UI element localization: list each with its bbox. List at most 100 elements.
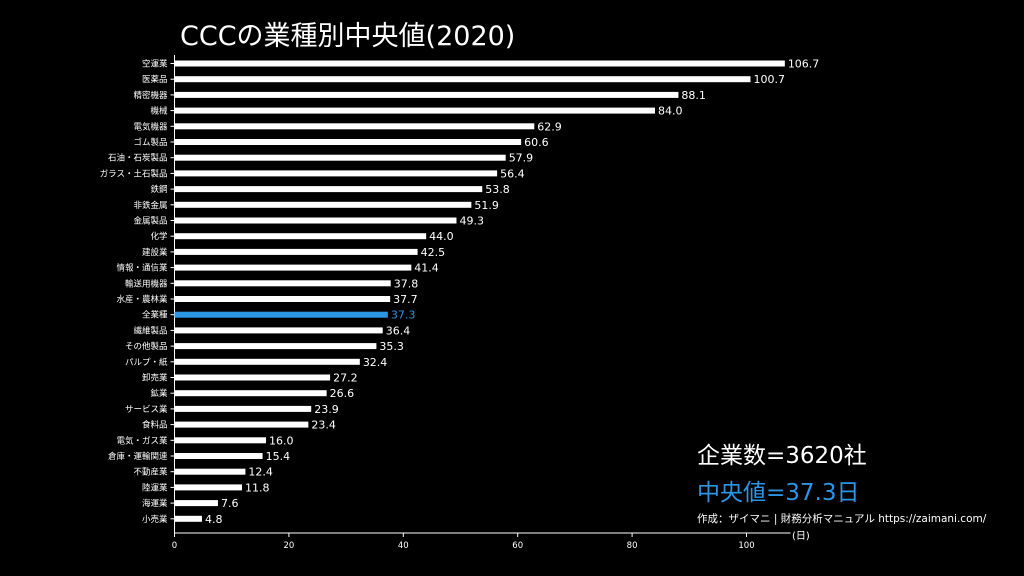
- category-label: 電気機器: [133, 121, 168, 132]
- value-label: 49.3: [459, 215, 484, 228]
- value-label: 27.2: [333, 372, 358, 385]
- value-label: 4.8: [205, 513, 223, 526]
- x-axis-label: (日): [792, 531, 810, 542]
- value-label: 11.8: [245, 481, 270, 494]
- bar: [174, 390, 327, 397]
- category-label: 倉庫・運輸関連: [108, 451, 168, 462]
- category-label: 化学: [150, 231, 168, 242]
- category-label: 情報・通信業: [116, 263, 168, 274]
- bar: [174, 107, 655, 114]
- value-label: 23.4: [311, 419, 336, 432]
- x-tick-label: 0: [172, 541, 177, 551]
- category-label: 卸売業: [142, 373, 168, 384]
- bar: [174, 296, 391, 302]
- bar: [174, 217, 457, 224]
- value-label: 60.6: [524, 136, 549, 149]
- bar: [174, 453, 263, 459]
- value-label: 62.9: [537, 120, 562, 133]
- category-label: 電気・ガス業: [116, 435, 168, 446]
- bar: [174, 201, 472, 208]
- bar: [174, 91, 679, 98]
- category-label: ガラス・土石製品: [100, 168, 168, 179]
- bar: [174, 60, 785, 67]
- value-label: 37.3: [391, 309, 416, 322]
- bar: [174, 515, 202, 522]
- value-label: 88.1: [681, 89, 706, 102]
- category-label: 水産・農林業: [116, 294, 168, 305]
- value-label: 37.8: [394, 277, 419, 290]
- category-label: 機械: [150, 106, 168, 117]
- category-label: 建設業: [142, 247, 168, 258]
- category-label: 小売業: [142, 514, 168, 525]
- category-label: 空運業: [142, 59, 168, 70]
- value-label: 84.0: [658, 105, 683, 118]
- value-label: 37.7: [393, 293, 418, 306]
- bar: [174, 76, 751, 83]
- category-label: 全業種: [142, 310, 168, 321]
- value-label: 35.3: [379, 340, 404, 353]
- bar: [174, 170, 498, 177]
- value-label: 42.5: [421, 246, 446, 259]
- bar: [174, 374, 331, 381]
- value-label: 7.6: [221, 497, 239, 510]
- value-label: 41.4: [414, 262, 439, 275]
- value-label: 100.7: [754, 73, 786, 86]
- bar: [174, 500, 218, 507]
- value-label: 36.4: [386, 324, 411, 337]
- bar: [174, 437, 267, 444]
- category-label: サービス業: [125, 404, 168, 415]
- category-label: 繊維製品: [133, 325, 167, 336]
- category-label: パルプ・紙: [125, 357, 168, 368]
- category-label: 海運業: [142, 498, 168, 509]
- value-label: 44.0: [429, 230, 454, 243]
- category-label: 輸送用機器: [125, 278, 168, 289]
- value-label: 106.7: [788, 58, 820, 71]
- category-label: 鉱業: [150, 388, 168, 399]
- bar: [174, 343, 377, 350]
- value-label: 56.4: [500, 167, 525, 180]
- category-label: 不動産業: [133, 467, 168, 478]
- x-tick-label: 20: [283, 541, 294, 551]
- category-label: 精密機器: [133, 90, 168, 101]
- bar: [174, 468, 246, 475]
- value-label: 26.6: [330, 387, 355, 400]
- category-label: 金属製品: [133, 216, 167, 227]
- category-label: 食料品: [142, 420, 168, 431]
- category-label: 非鉄金属: [133, 200, 167, 211]
- chart-title: CCCの業種別中央値(2020): [180, 21, 516, 52]
- value-label: 32.4: [363, 356, 388, 369]
- x-tick-label: 100: [738, 541, 754, 551]
- x-tick-label: 60: [512, 541, 523, 551]
- bar: [174, 154, 506, 161]
- bar: [174, 233, 427, 240]
- value-label: 12.4: [248, 466, 272, 479]
- x-tick-label: 80: [627, 541, 638, 551]
- bar: [174, 358, 360, 365]
- value-label: 51.9: [474, 199, 499, 212]
- bar-highlight: [174, 311, 388, 318]
- bar: [174, 139, 522, 145]
- category-label: 石油・石炭製品: [108, 153, 168, 164]
- credit-text: 作成：ザイマニ | 財務分析マニュアル https://zaimani.com/: [697, 513, 987, 525]
- bar: [174, 327, 383, 334]
- bar: [174, 405, 312, 412]
- category-label: 陸運業: [142, 482, 168, 493]
- category-label: 医薬品: [142, 74, 168, 85]
- category-label: ゴム製品: [133, 137, 167, 148]
- bar: [174, 280, 391, 287]
- bar: [174, 248, 418, 255]
- value-label: 23.9: [314, 403, 339, 416]
- value-label: 57.9: [509, 152, 534, 165]
- value-label: 15.4: [266, 450, 291, 463]
- bar: [174, 421, 309, 428]
- category-label: その他製品: [125, 341, 168, 352]
- bar: [174, 186, 483, 193]
- median-value-text: 中央値=37.3日: [697, 480, 860, 506]
- bar: [174, 264, 412, 271]
- bar: [174, 123, 535, 130]
- x-tick-label: 40: [398, 541, 409, 551]
- company-count-text: 企業数=3620社: [697, 443, 867, 469]
- bar: [174, 484, 242, 491]
- value-label: 16.0: [269, 434, 294, 447]
